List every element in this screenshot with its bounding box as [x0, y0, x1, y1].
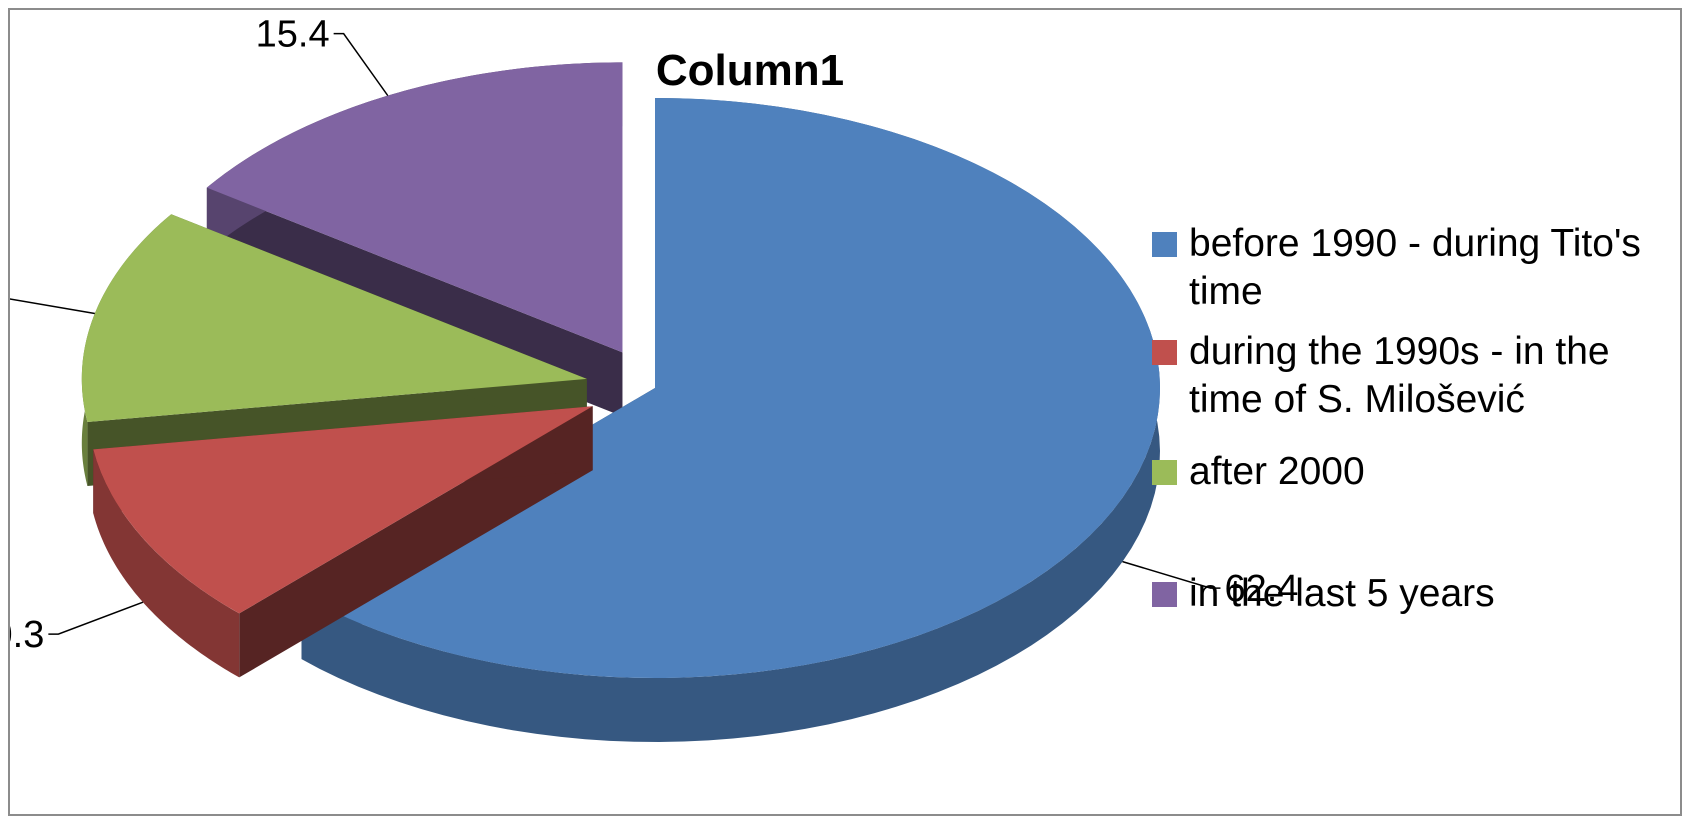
leader-line-after-2000: [10, 298, 95, 315]
slice-last-5-years: [206, 62, 623, 353]
leader-line-1990s: [48, 601, 144, 635]
legend-label-before-1990: before 1990 - during Tito's time: [1189, 222, 1641, 313]
data-label-last-5-years: 15.4: [256, 14, 330, 56]
slice-side-before-1990: [301, 98, 1160, 742]
leader-line-before-1990: [1122, 560, 1221, 589]
legend-label-after-2000: after 2000: [1189, 450, 1365, 493]
legend-swatch-after-2000: [1152, 460, 1177, 485]
legend-label-last-5-years: in the last 5 years: [1189, 572, 1495, 615]
slice-side-1990s: [93, 449, 240, 678]
legend-label-1990s: during the 1990s - in the time of S. Mil…: [1189, 330, 1610, 421]
data-label-1990s: 10.3: [10, 614, 44, 656]
chart-frame: 62.410.31215.4 Column1 before 1990 - dur…: [8, 8, 1682, 816]
legend-swatch-last-5-years: [1152, 582, 1177, 607]
legend-item-after-2000: after 2000: [1152, 448, 1659, 496]
chart-title: Column1: [655, 46, 845, 95]
slice-after-2000: [81, 214, 587, 423]
leader-line-last-5-years: [333, 32, 389, 97]
legend-item-before-1990: before 1990 - during Tito's time: [1152, 220, 1659, 316]
legend-swatch-before-1990: [1152, 232, 1177, 257]
pie-chart: 62.410.31215.4: [10, 14, 1298, 742]
data-label-before-1990: 62.4: [1224, 568, 1298, 610]
legend-item-last-5-years: in the last 5 years: [1152, 570, 1659, 618]
slice-before-1990: [301, 98, 1160, 678]
slice-1990s: [93, 406, 593, 614]
legend-item-1990s: during the 1990s - in the time of S. Mil…: [1152, 328, 1659, 424]
legend-swatch-1990s: [1152, 340, 1177, 365]
